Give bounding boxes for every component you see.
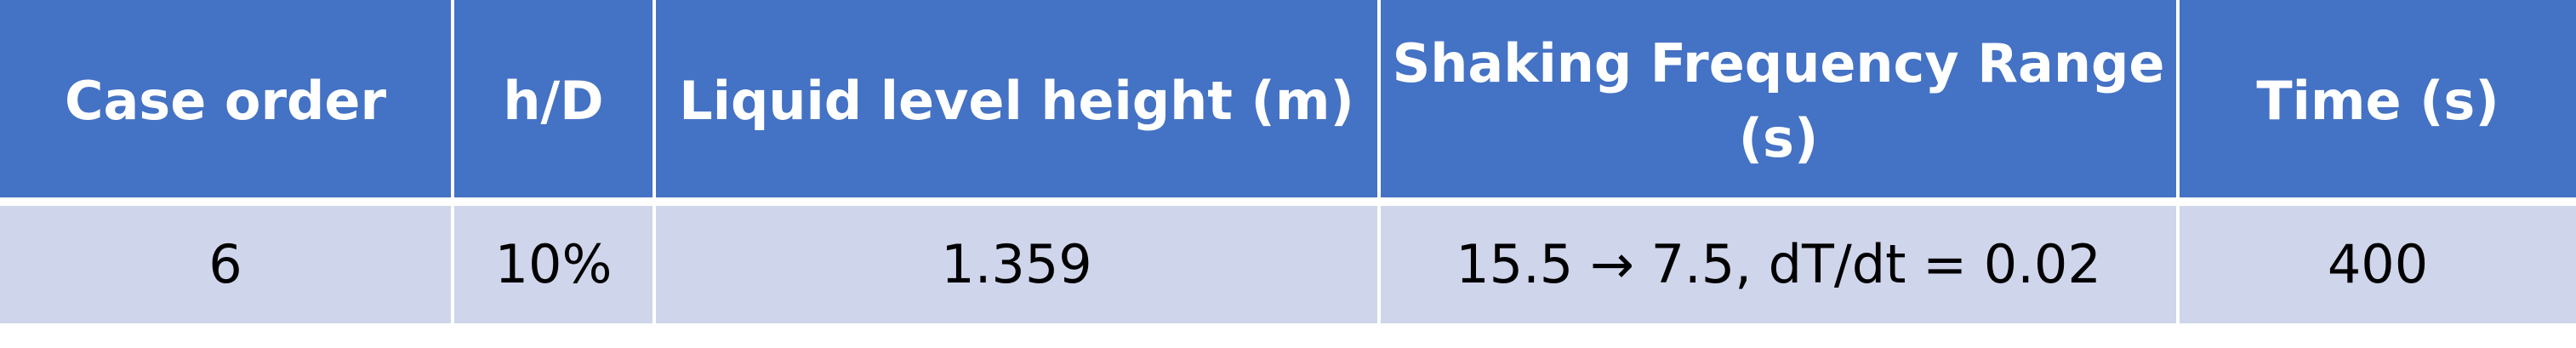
cell-shaking-frequency-range: 15.5 → 7.5, dT/dt = 0.02 <box>1377 200 2180 323</box>
header-shaking-frequency-range: Shaking Frequency Range (s) <box>1377 0 2180 206</box>
header-case-order: Case order <box>0 0 454 206</box>
cell-h-d: 10% <box>451 200 656 323</box>
table-row: 6 10% 1.359 15.5 → 7.5, dT/dt = 0.02 400 <box>0 200 2576 323</box>
header-row: Case order h/D Liquid level height (m) S… <box>0 0 2576 206</box>
data-table: Case order h/D Liquid level height (m) S… <box>0 0 2576 323</box>
cell-liquid-level-height: 1.359 <box>653 200 1381 323</box>
header-liquid-level-height: Liquid level height (m) <box>653 0 1381 206</box>
cell-time: 400 <box>2176 200 2576 323</box>
cell-case-order: 6 <box>0 200 454 323</box>
header-time: Time (s) <box>2176 0 2576 206</box>
table-body: 6 10% 1.359 15.5 → 7.5, dT/dt = 0.02 400 <box>0 200 2576 323</box>
table-header: Case order h/D Liquid level height (m) S… <box>0 0 2576 206</box>
header-h-d: h/D <box>451 0 656 206</box>
